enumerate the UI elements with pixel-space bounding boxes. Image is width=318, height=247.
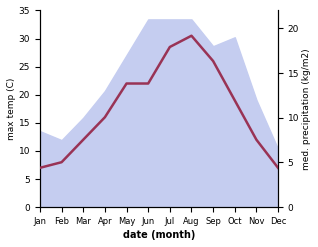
Y-axis label: max temp (C): max temp (C) (7, 78, 16, 140)
X-axis label: date (month): date (month) (123, 230, 195, 240)
Y-axis label: med. precipitation (kg/m2): med. precipitation (kg/m2) (302, 48, 311, 170)
